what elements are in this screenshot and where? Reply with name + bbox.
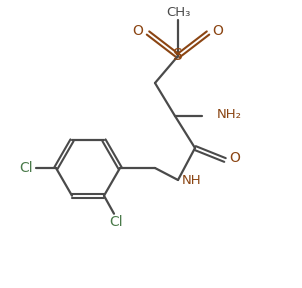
Text: Cl: Cl (109, 215, 123, 229)
Text: O: O (230, 151, 240, 165)
Text: CH₃: CH₃ (166, 5, 190, 18)
Text: NH: NH (182, 173, 202, 187)
Text: O: O (213, 24, 223, 38)
Text: Cl: Cl (19, 161, 33, 175)
Text: S: S (173, 48, 183, 63)
Text: NH₂: NH₂ (217, 107, 242, 120)
Text: O: O (133, 24, 143, 38)
